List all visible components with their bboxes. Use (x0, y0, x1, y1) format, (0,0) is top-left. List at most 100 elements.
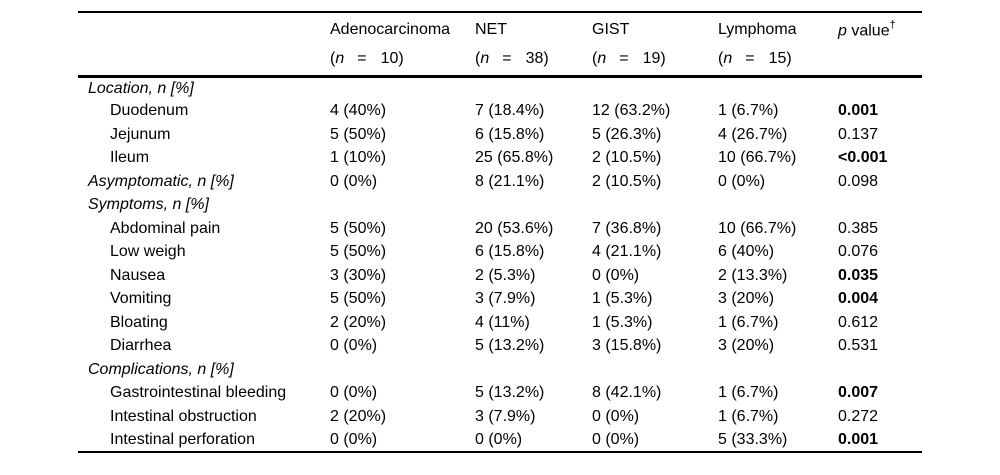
p-value-cell (838, 358, 922, 382)
cell-value: 0 (0%) (592, 430, 640, 448)
cell-value (475, 358, 592, 382)
cell-value: 6 (15.8%) (475, 125, 545, 143)
cell-value: 3 (20%) (718, 337, 775, 355)
p-value-cell: 0.385 (838, 219, 879, 237)
row-label: Intestinal obstruction (110, 407, 257, 425)
n-subheader-net: (n = 38) (475, 49, 549, 67)
category-row: Symptoms, n [%] (78, 194, 922, 218)
row-label: Low weigh (110, 243, 186, 261)
col-header-adenocarcinoma: Adenocarcinoma (330, 21, 451, 38)
cell-value: 5 (50%) (330, 243, 387, 261)
cell-value (330, 76, 475, 100)
cell-value: 0 (0%) (475, 430, 523, 448)
col-header-net: NET (475, 21, 507, 38)
p-value-cell (838, 194, 922, 218)
n-subheader-adenocarcinoma: (n = 10) (330, 49, 404, 67)
cell-value: 0 (0%) (330, 337, 378, 355)
cell-value: 1 (6.7%) (718, 384, 779, 402)
cell-value: 5 (13.2%) (475, 337, 545, 355)
cell-value: 3 (20%) (718, 290, 775, 308)
row-label: Location, n [%] (88, 79, 194, 97)
item-row: Intestinal obstruction 2 (20%) 3 (7.9%) 0 (… (78, 405, 922, 429)
p-value-cell: 0.001 (838, 102, 879, 120)
row-label: Gastrointestinal bleeding (110, 384, 287, 402)
header-name-row: Adenocarcinoma NET GIST Lymphoma p value… (78, 12, 922, 43)
cell-value: 10 (66.7%) (718, 149, 797, 167)
cell-value: 4 (11%) (475, 313, 530, 331)
cell-value: 1 (6.7%) (718, 407, 779, 425)
cell-value: 1 (5.3%) (592, 290, 653, 308)
cell-value: 2 (20%) (330, 313, 387, 331)
col-header-gist: GIST (592, 21, 630, 38)
dagger-superscript: † (889, 18, 896, 31)
empty-header-cell (78, 43, 330, 76)
cell-value: 5 (33.3%) (718, 430, 788, 448)
cell-value: 5 (26.3%) (592, 125, 662, 143)
n-subheader-lymphoma: (n = 15) (718, 49, 792, 67)
cell-value: 12 (63.2%) (592, 102, 671, 120)
row-label: Duodenum (110, 102, 189, 120)
p-value-cell: 0.612 (838, 313, 879, 331)
header-n-row: (n = 10) (n = 38) (n = 19) (n = 15) (78, 43, 922, 76)
row-label: Abdominal pain (110, 219, 221, 237)
p-value-cell (838, 76, 922, 100)
p-value-cell: 0.531 (838, 337, 879, 355)
clinical-characteristics-table-wrap: Adenocarcinoma NET GIST Lymphoma p value… (78, 11, 922, 453)
cell-value: 0 (0%) (330, 172, 378, 190)
cell-value (718, 358, 838, 382)
cell-value: 0 (0%) (330, 430, 378, 448)
p-value-cell: 0.004 (838, 290, 879, 308)
item-row: Nausea 3 (30%) 2 (5.3%) 0 (0%) 2 (13.3%) 0.03… (78, 264, 922, 288)
cell-value: 0 (0%) (330, 384, 378, 402)
cell-value: 20 (53.6%) (475, 219, 554, 237)
cell-value: 1 (10%) (330, 149, 387, 167)
category-row: Complications, n [%] (78, 358, 922, 382)
cell-value: 7 (36.8%) (592, 219, 662, 237)
row-label: Vomiting (110, 290, 172, 308)
cell-value: 0 (0%) (718, 172, 766, 190)
item-row: Diarrhea 0 (0%) 5 (13.2%) 3 (15.8%) 3 (20%) 0… (78, 335, 922, 359)
cell-value (475, 76, 592, 100)
row-label: Symptoms, n [%] (88, 196, 209, 214)
cell-value (330, 358, 475, 382)
row-label: Intestinal perforation (110, 430, 255, 448)
cell-value: 6 (15.8%) (475, 243, 545, 261)
row-label: Bloating (110, 313, 168, 331)
p-value-cell: 0.098 (838, 172, 879, 190)
row-label: Ileum (110, 149, 150, 167)
cell-value: 7 (18.4%) (475, 102, 545, 120)
cell-value: 3 (7.9%) (475, 290, 536, 308)
empty-header-cell (78, 12, 330, 43)
p-value-p: p (838, 22, 847, 40)
table-header: Adenocarcinoma NET GIST Lymphoma p value… (78, 12, 922, 76)
item-row: Bloating 2 (20%) 4 (11%) 1 (5.3%) 1 (6.7%) 0.… (78, 311, 922, 335)
cell-value: 3 (15.8%) (592, 337, 662, 355)
item-row: Intestinal perforation 0 (0%) 0 (0%) 0 (0%)… (78, 429, 922, 453)
p-value-cell: 0.272 (838, 407, 879, 425)
item-row: Duodenum 4 (40%) 7 (18.4%) 12 (63.2%) 1 (6.7… (78, 100, 922, 124)
cell-value (592, 194, 718, 218)
item-row: Gastrointestinal bleeding 0 (0%) 5 (13.2%)… (78, 382, 922, 406)
cell-value (330, 194, 475, 218)
p-value-cell: 0.007 (838, 384, 879, 402)
row-label: Nausea (110, 266, 166, 284)
p-value-cell: 0.001 (838, 430, 879, 448)
cell-value (592, 358, 718, 382)
cell-value: 2 (20%) (330, 407, 387, 425)
item-row: Ileum 1 (10%) 25 (65.8%) 2 (10.5%) 10 (66.7%… (78, 147, 922, 171)
category-row: Asymptomatic, n [%] 0 (0%) 8 (21.1%) 2 (10.… (78, 170, 922, 194)
cell-value: 8 (42.1%) (592, 384, 662, 402)
cell-value (718, 76, 838, 100)
cell-value: 5 (13.2%) (475, 384, 545, 402)
cell-value: 2 (13.3%) (718, 266, 788, 284)
cell-value (592, 76, 718, 100)
cell-value: 5 (50%) (330, 219, 387, 237)
item-row: Low weigh 5 (50%) 6 (15.8%) 4 (21.1%) 6 (40%… (78, 241, 922, 265)
col-header-p-value: p value† (838, 12, 922, 43)
cell-value (718, 194, 838, 218)
cell-value: 1 (5.3%) (592, 313, 653, 331)
cell-value: 3 (30%) (330, 266, 387, 284)
item-row: Jejunum 5 (50%) 6 (15.8%) 5 (26.3%) 4 (26.7%… (78, 123, 922, 147)
p-value-cell: 0.137 (838, 125, 879, 143)
p-value-cell: 0.035 (838, 266, 879, 284)
